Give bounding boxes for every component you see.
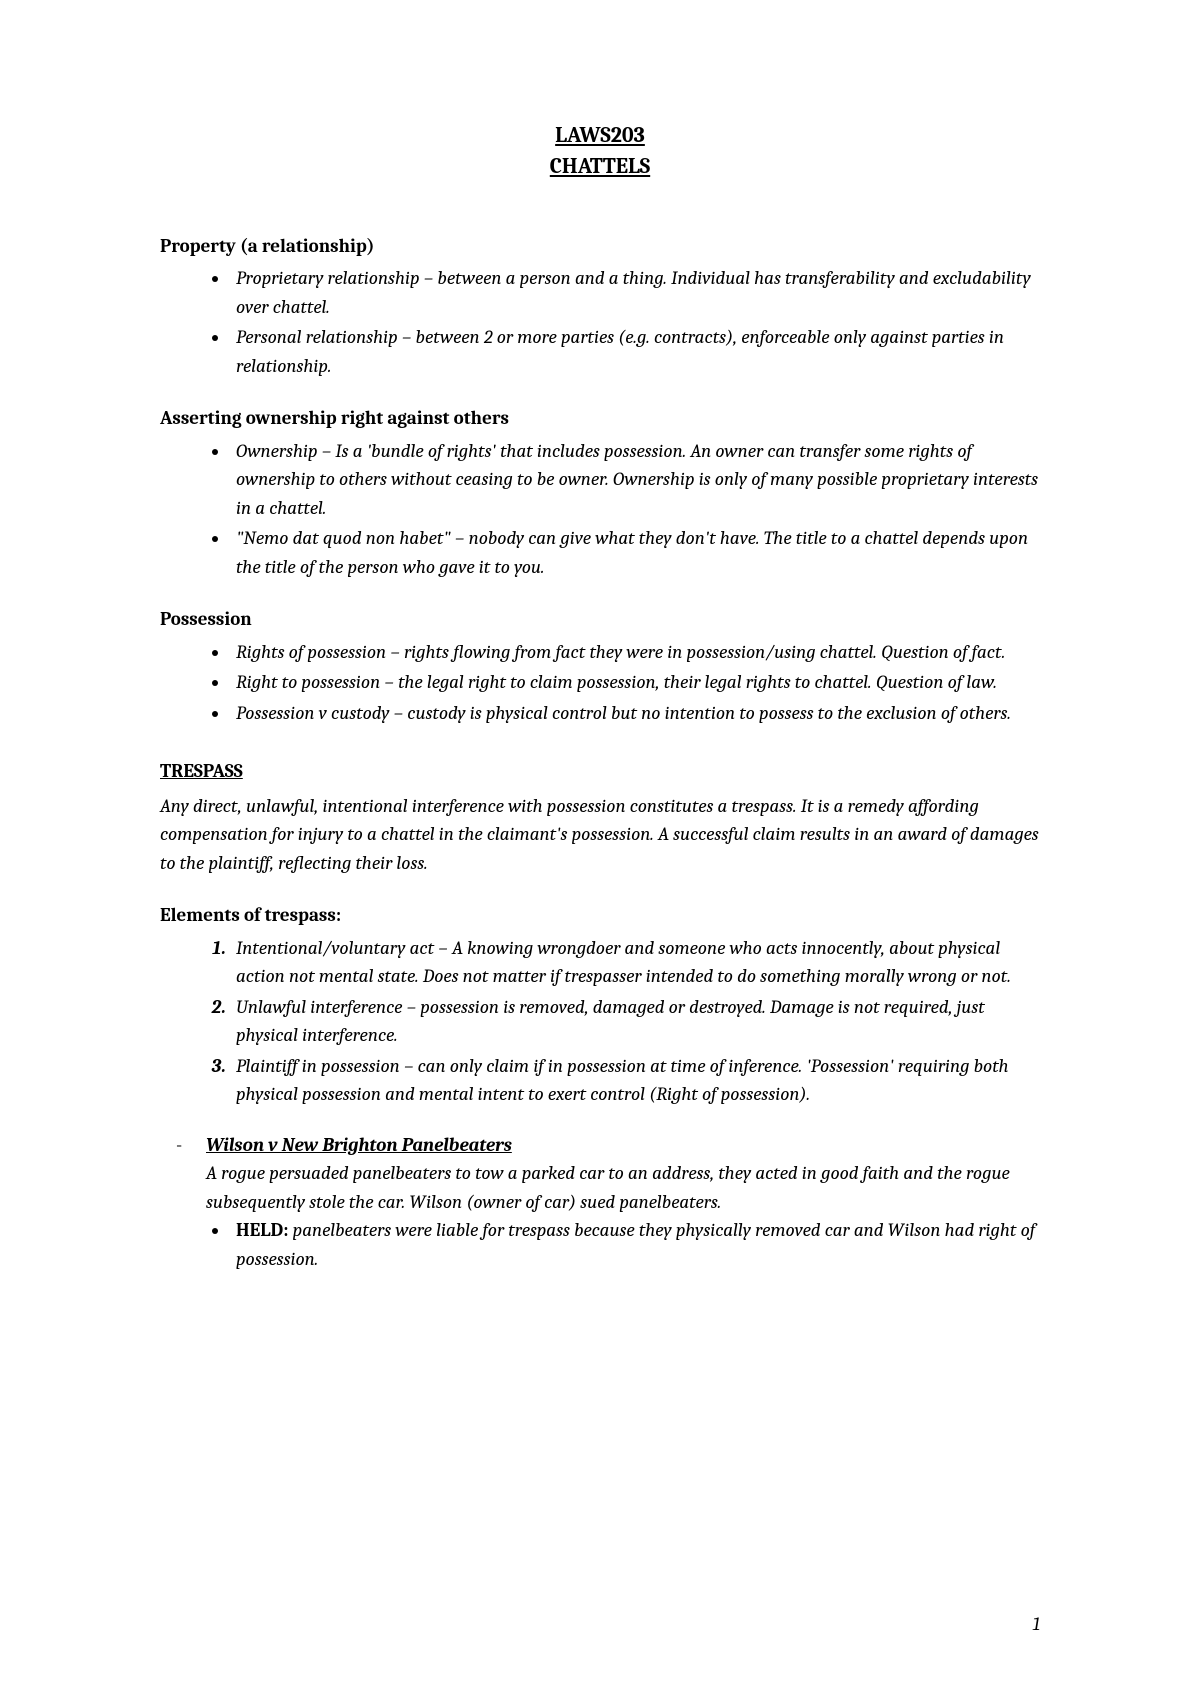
heading-trespass: TRESPASS [160, 757, 1040, 786]
list-item: Ownership – Is a 'bundle of rights' that… [230, 437, 1040, 523]
list-item: Proprietary relationship – between a per… [230, 264, 1040, 321]
heading-possession: Possession [160, 605, 1040, 634]
title-line-1: LAWS203 [160, 120, 1040, 151]
case-name: Wilson v New Brighton Panelbeaters [206, 1131, 512, 1160]
case-facts: A rogue persuaded panelbeaters to tow a … [160, 1159, 1040, 1216]
trespass-intro: Any direct, unlawful, intentional interf… [160, 792, 1040, 878]
case-wilson: - Wilson v New Brighton Panelbeaters A r… [160, 1131, 1040, 1274]
page-number: 1 [1033, 1610, 1041, 1639]
held-label: HELD: [236, 1219, 289, 1241]
held-text: panelbeaters were liable for trespass be… [236, 1219, 1035, 1270]
title-line-2: CHATTELS [160, 151, 1040, 182]
document-title: LAWS203 CHATTELS [160, 120, 1040, 182]
trespass-elements: Intentional/voluntary act – A knowing wr… [160, 934, 1040, 1109]
list-item: Possession v custody – custody is physic… [230, 699, 1040, 728]
list-item: Plaintiff in possession – can only claim… [230, 1052, 1040, 1109]
heading-property: Property (a relationship) [160, 232, 1040, 261]
case-dash: - [160, 1131, 206, 1160]
list-item: Unlawful interference – possession is re… [230, 993, 1040, 1050]
list-item: Rights of possession – rights flowing fr… [230, 638, 1040, 667]
asserting-bullets: Ownership – Is a 'bundle of rights' that… [160, 437, 1040, 582]
list-item: Personal relationship – between 2 or mor… [230, 323, 1040, 380]
case-held-list: HELD: panelbeaters were liable for tresp… [160, 1216, 1040, 1273]
property-bullets: Proprietary relationship – between a per… [160, 264, 1040, 380]
list-item: Intentional/voluntary act – A knowing wr… [230, 934, 1040, 991]
list-item: "Nemo dat quod non habet" – nobody can g… [230, 524, 1040, 581]
heading-asserting: Asserting ownership right against others [160, 404, 1040, 433]
case-held-item: HELD: panelbeaters were liable for tresp… [230, 1216, 1040, 1273]
list-item: Right to possession – the legal right to… [230, 668, 1040, 697]
possession-bullets: Rights of possession – rights flowing fr… [160, 638, 1040, 728]
heading-elements: Elements of trespass: [160, 901, 1040, 930]
